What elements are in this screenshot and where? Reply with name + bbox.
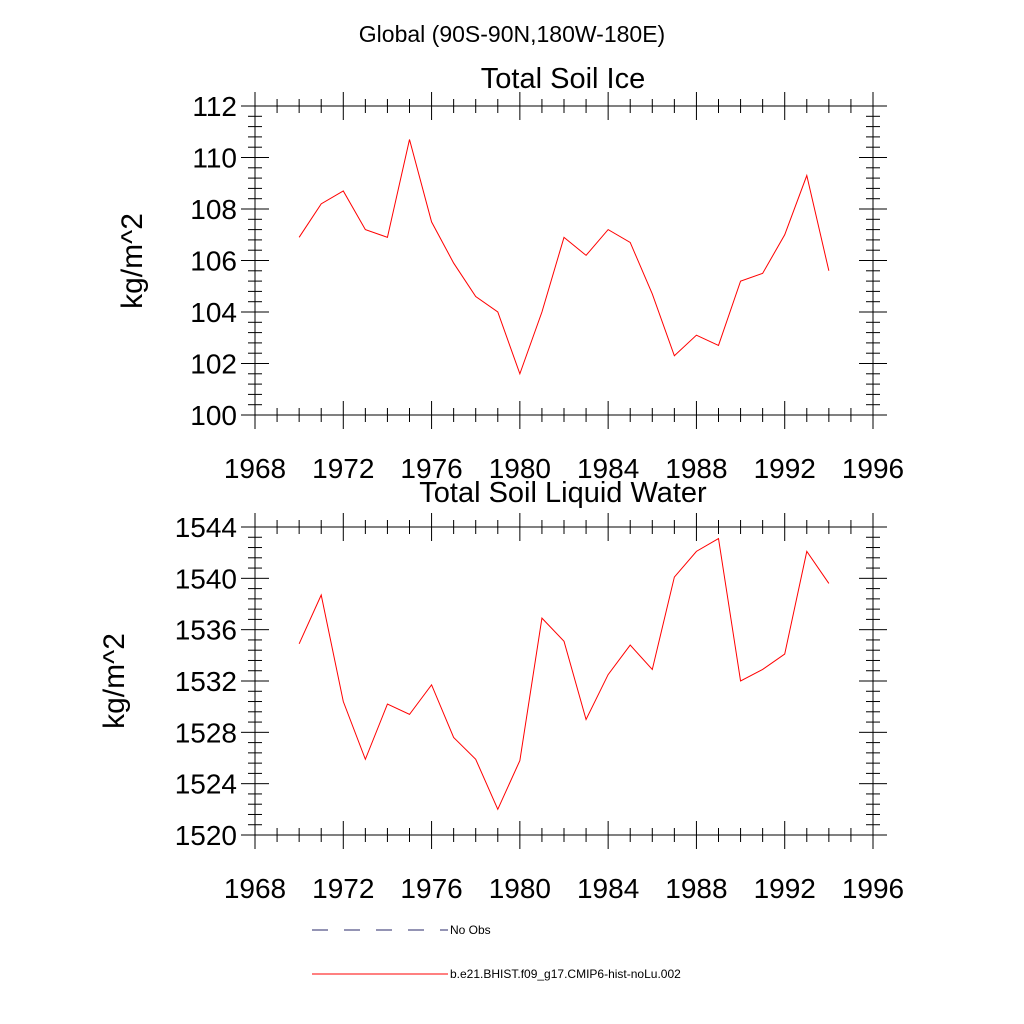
y-tick-label: 1544 [175, 512, 237, 543]
x-tick-label: 1996 [842, 453, 904, 484]
legend-label-model: b.e21.BHIST.f09_g17.CMIP6-hist-noLu.002 [450, 967, 681, 981]
plot-frame [254, 105, 874, 416]
x-tick-label: 1980 [489, 453, 551, 484]
y-tick-label: 1532 [175, 666, 237, 697]
x-tick-label: 1988 [665, 873, 727, 904]
y-tick-label: 1536 [175, 615, 237, 646]
panel-soil-ice: Total Soil Ice kg/m^2 1968 1972 1976 1980 19… [116, 63, 904, 484]
x-tick-label: 1992 [754, 453, 816, 484]
x-tick-label: 1968 [224, 453, 286, 484]
y-tick-label: 110 [192, 143, 237, 174]
legend: No Obs b.e21.BHIST.f09_g17.CMIP6-hist-no… [312, 923, 681, 981]
x-tick-label: 1976 [400, 453, 462, 484]
series-line [298, 139, 830, 376]
x-tick-label: 1968 [224, 873, 286, 904]
plot-area-soil-ice: 1968 1972 1976 1980 1984 1988 1992 1996 100 102 10… [190, 91, 904, 484]
x-tick-label: 1984 [577, 453, 639, 484]
plot-area-soil-liquid-water: 1968 1972 1976 1980 1984 1988 1992 1996 1520 1524… [175, 512, 904, 904]
supertitle: Global (90S-90N,180W-180E) [359, 21, 665, 47]
x-tick-label: 1988 [665, 453, 727, 484]
y-tick-label: 112 [192, 91, 237, 122]
x-tick-label: 1976 [400, 873, 462, 904]
x-tick-label: 1992 [754, 873, 816, 904]
panel-title-soil-liquid-water: Total Soil Liquid Water [419, 477, 707, 509]
y-tick-label: 1540 [175, 563, 237, 594]
plot-frame [254, 526, 874, 836]
y-tick-label: 104 [190, 297, 237, 328]
ylabel-soil-ice: kg/m^2 [116, 213, 149, 309]
x-tick-label: 1972 [312, 873, 374, 904]
y-tick-label: 1524 [175, 769, 237, 800]
x-tick-label: 1984 [577, 873, 639, 904]
y-tick-label: 1528 [175, 717, 237, 748]
x-tick-label: 1996 [842, 873, 904, 904]
y-tick-label: 100 [190, 400, 237, 431]
y-tick-label: 102 [190, 349, 237, 380]
x-tick-label: 1972 [312, 453, 374, 484]
ylabel-soil-liquid-water: kg/m^2 [98, 633, 131, 729]
legend-label-no-obs: No Obs [450, 923, 491, 937]
series-line [298, 537, 830, 811]
y-tick-label: 106 [190, 246, 237, 277]
y-tick-label: 1520 [175, 820, 237, 851]
panel-title-soil-ice: Total Soil Ice [481, 63, 645, 95]
y-tick-label: 108 [190, 194, 237, 225]
x-tick-label: 1980 [489, 873, 551, 904]
panel-soil-liquid-water: Total Soil Liquid Water kg/m^2 1968 1972 1… [98, 477, 904, 904]
